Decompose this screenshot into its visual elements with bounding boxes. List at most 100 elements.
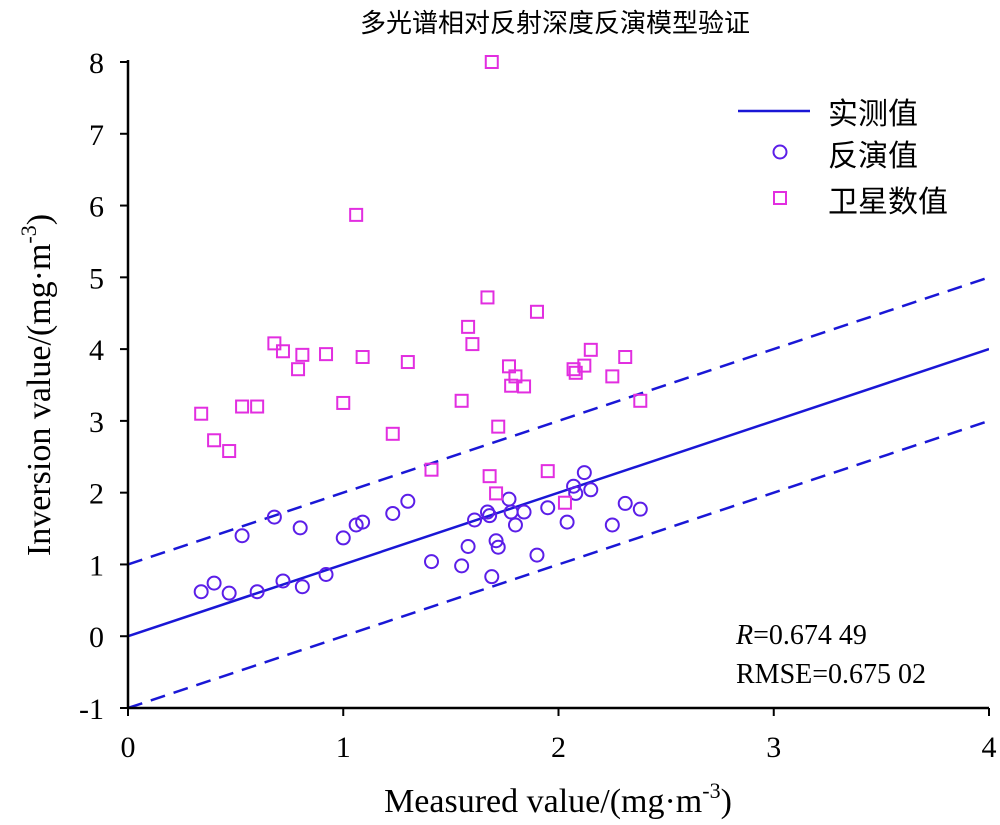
x-tick-label: 4 — [982, 731, 997, 764]
x-tick-labels: 0 1 2 3 4 — [121, 731, 997, 764]
inversion-point — [488, 533, 504, 549]
inversion-point — [484, 569, 500, 585]
satellite-point — [489, 486, 504, 501]
y-tick-label: -1 — [79, 693, 104, 726]
legend-label-satellite: 卫星数值 — [828, 185, 948, 220]
y-tick-label: 0 — [89, 621, 104, 654]
satellite-point — [385, 426, 400, 441]
inversion-point — [568, 485, 584, 501]
inversion-point — [632, 501, 648, 517]
inversion-point — [460, 539, 476, 554]
inversion-point — [249, 584, 265, 600]
inversion-point — [266, 509, 282, 525]
satellite-point — [484, 55, 499, 69]
y-tick-label: 2 — [89, 478, 104, 511]
inversion-point — [206, 575, 222, 591]
x-tick-label: 3 — [766, 731, 781, 764]
inversion-point — [617, 495, 633, 511]
x-tick-label: 2 — [551, 731, 566, 764]
satellite-point — [618, 350, 633, 365]
y-tick-label: 5 — [89, 262, 104, 295]
legend-circle-swatch — [772, 144, 788, 160]
satellite-point — [275, 344, 290, 359]
inversion-point — [385, 505, 401, 521]
legend-label-inversion: 反演值 — [828, 139, 918, 174]
inversion-point — [559, 514, 575, 530]
inversion-point — [482, 508, 498, 524]
satellite-point — [207, 433, 222, 448]
inversion-point — [335, 530, 351, 546]
satellite-point — [319, 347, 334, 362]
inversion-point — [490, 539, 506, 555]
satellite-point — [235, 399, 250, 414]
inversion-point — [193, 584, 209, 600]
inversion-point — [566, 478, 582, 494]
inversion-point — [576, 465, 592, 481]
satellite-point — [349, 207, 364, 222]
inversion-point — [501, 491, 517, 507]
satellite-point — [491, 419, 506, 434]
legend: 实测值 反演值 卫星数值 — [738, 97, 948, 220]
inversion-point — [467, 512, 483, 528]
satellite-point — [557, 495, 572, 510]
offset-line — [128, 276, 989, 566]
reference-lines — [128, 276, 989, 708]
inversion-point — [507, 517, 523, 533]
r-statistic: R=0.674 49 — [735, 620, 867, 651]
x-tick-label: 0 — [121, 731, 136, 764]
inversion-point — [424, 554, 440, 570]
data-markers — [193, 55, 648, 601]
inversion-point — [454, 558, 470, 574]
satellite-point — [454, 393, 469, 408]
inversion-point — [604, 517, 620, 533]
satellite-point — [577, 358, 592, 373]
satellite-point — [267, 336, 282, 351]
inversion-point — [275, 573, 291, 589]
satellite-point — [568, 365, 583, 380]
satellite-point — [480, 290, 495, 305]
y-tick-label: 6 — [89, 191, 104, 224]
y-tick-label: 1 — [89, 549, 104, 582]
satellite-point — [355, 350, 370, 365]
satellite-point — [482, 469, 497, 484]
x-axis-label: Measured value/(mg·m-3) — [384, 778, 732, 820]
y-tick-label: 8 — [89, 47, 104, 80]
inversion-point — [540, 500, 556, 516]
satellite-point — [194, 406, 209, 421]
inversion-point — [318, 566, 334, 582]
y-tick-label: 3 — [89, 406, 104, 439]
inversion-point — [294, 579, 310, 595]
y-tick-labels: -1 0 1 2 3 4 5 6 7 8 — [79, 47, 104, 726]
offset-line — [128, 419, 989, 708]
inversion-point — [234, 528, 250, 544]
legend-label-measured: 实测值 — [828, 97, 918, 132]
y-tick-label: 4 — [89, 334, 104, 367]
identity-line — [128, 347, 989, 638]
y-axis-label: Inversion value/(mg·m-3) — [16, 214, 58, 556]
y-tick-label: 7 — [89, 119, 104, 152]
satellite-point — [540, 464, 555, 479]
inversion-point — [221, 585, 237, 601]
satellite-point — [529, 304, 544, 319]
axes — [120, 60, 990, 716]
legend-square-swatch — [773, 191, 787, 205]
inversion-point — [516, 504, 532, 520]
inversion-point — [355, 514, 371, 530]
satellite-point — [400, 355, 415, 370]
satellite-point — [461, 319, 476, 334]
satellite-point — [566, 362, 581, 377]
satellite-point — [336, 395, 351, 410]
satellite-point — [465, 337, 480, 352]
satellite-point — [605, 369, 620, 384]
inversion-point — [292, 520, 308, 536]
satellite-point — [250, 399, 265, 414]
satellite-point — [633, 393, 648, 408]
satellite-point — [291, 362, 306, 377]
inversion-point — [583, 482, 599, 498]
x-tick-label: 1 — [336, 731, 351, 764]
satellite-point — [222, 444, 237, 459]
satellite-point — [424, 462, 439, 477]
chart-title: 多光谱相对反射深度反演模型验证 — [360, 9, 750, 39]
satellite-point — [295, 347, 310, 362]
